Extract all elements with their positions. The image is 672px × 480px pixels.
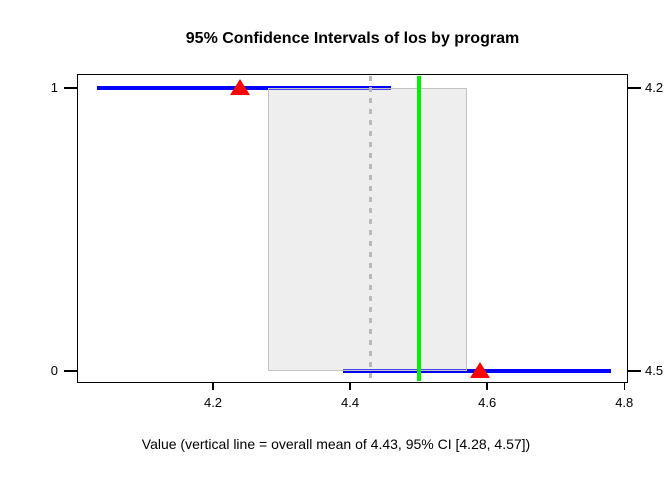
x-tick-label: 4.4 <box>341 395 360 410</box>
chart-title: 95% Confidence Intervals of los by progr… <box>185 30 520 47</box>
overall-mean-dashed-line <box>369 76 373 381</box>
x-tick-label: 4.2 <box>203 395 223 410</box>
y-tick-label: 1 <box>50 80 58 95</box>
group-mean-triangle <box>230 79 251 95</box>
y-tick <box>64 370 78 372</box>
x-tick <box>349 382 351 390</box>
x-tick <box>486 382 488 390</box>
x-tick <box>212 382 214 390</box>
y-tick-label: 0 <box>50 363 58 378</box>
overall-ci-rect <box>267 88 467 371</box>
x-tick-label: 4.8 <box>615 395 634 410</box>
right-group-mean-label: 4.5 <box>645 363 664 378</box>
reference-line <box>416 76 421 381</box>
plot-box <box>77 74 628 383</box>
y-tick <box>64 87 78 89</box>
x-tick <box>623 382 625 390</box>
right-tick <box>628 370 641 372</box>
right-tick <box>628 87 641 89</box>
group-mean-triangle <box>470 362 491 378</box>
right-group-mean-label: 4.2 <box>645 80 664 95</box>
x-axis-caption: Value (vertical line = overall mean of 4… <box>141 436 531 452</box>
x-tick-label: 4.6 <box>478 395 497 410</box>
